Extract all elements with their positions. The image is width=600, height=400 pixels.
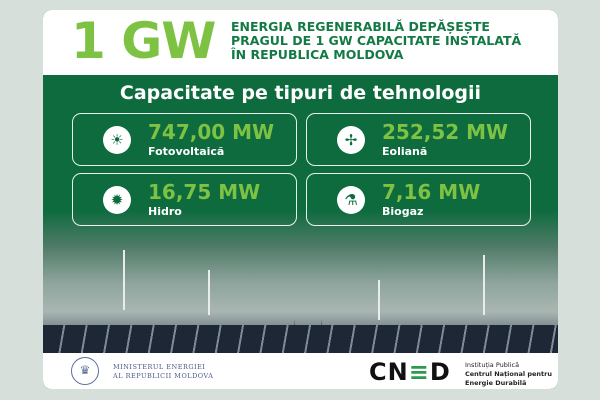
hydro-wheel-icon: ✹ [103, 186, 131, 214]
capacity-label: Eoliană [382, 145, 428, 158]
ministry-seal-icon: ♛ [71, 357, 99, 385]
ministry-name: MINISTERUL ENERGIEI AL REPUBLICII MOLDOV… [113, 363, 214, 380]
institution-type: Instituția Publică [465, 361, 520, 369]
infographic-card: 1 GW ENERGIA REGENERABILĂ DEPĂȘEȘTE PRAG… [43, 10, 558, 389]
capacity-value: 747,00 MW [148, 120, 275, 144]
capacity-label: Fotovoltaică [148, 145, 225, 158]
header: 1 GW ENERGIA REGENERABILĂ DEPĂȘEȘTE PRAG… [43, 10, 558, 75]
footer: ♛ MINISTERUL ENERGIEI AL REPUBLICII MOLD… [43, 353, 558, 389]
capacity-box-hydro: ✹ 16,75 MW Hidro [72, 173, 297, 226]
institution-name: Instituția Publică Centrul Național pent… [465, 361, 552, 388]
capacity-label: Hidro [148, 205, 182, 218]
capacity-box-biogas: ⚗ 7,16 MW Biogaz [306, 173, 531, 226]
solar-panel-icon: ☀ [103, 126, 131, 154]
institution-line: Energie Durabilă [465, 379, 527, 387]
wind-turbine [483, 255, 485, 315]
biogas-plant-icon: ⚗ [337, 186, 365, 214]
headline-number: 1 GW [71, 12, 216, 70]
capacity-value: 252,52 MW [382, 120, 509, 144]
wind-turbine [123, 250, 125, 310]
headline-title: ENERGIA REGENERABILĂ DEPĂȘEȘTE PRAGUL DE… [231, 19, 522, 62]
wind-turbine-icon: ✢ [337, 126, 365, 154]
power-tower [293, 235, 323, 335]
institution-line: Centrul Național pentru [465, 370, 552, 378]
capacity-value: 16,75 MW [148, 180, 261, 204]
capacity-label: Biogaz [382, 205, 424, 218]
wind-turbine [378, 280, 380, 320]
section-title: Capacitate pe tipuri de tehnologii [119, 82, 482, 104]
cned-logo: CN≡D [369, 358, 451, 386]
background-landscape-image [43, 210, 558, 355]
capacity-box-wind: ✢ 252,52 MW Eoliană [306, 113, 531, 166]
capacity-value: 7,16 MW [382, 180, 481, 204]
capacity-box-solar: ☀ 747,00 MW Fotovoltaică [72, 113, 297, 166]
solar-panels [43, 325, 558, 355]
wind-turbine [208, 270, 210, 315]
